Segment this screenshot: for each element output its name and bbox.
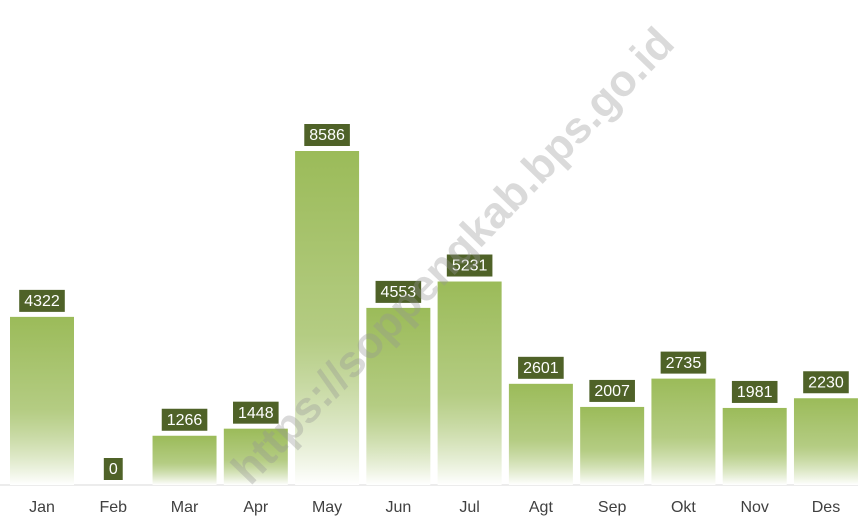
value-label: 5231 <box>452 258 488 275</box>
x-tick-label: Sep <box>598 499 627 516</box>
x-tick-label: Feb <box>99 499 127 516</box>
x-tick-label: Mar <box>171 499 199 516</box>
x-tick-label: Des <box>812 499 840 516</box>
x-tick-label: May <box>312 499 342 516</box>
value-label: 4322 <box>24 293 60 310</box>
value-label: 2601 <box>523 360 559 377</box>
bar <box>10 316 74 485</box>
bar <box>580 406 645 485</box>
value-label-bg <box>103 458 123 480</box>
x-tick-label: Okt <box>671 499 696 516</box>
bar <box>223 428 288 485</box>
value-label-bg <box>375 280 422 303</box>
x-tick-label: Jun <box>385 499 411 516</box>
value-label-bg <box>660 351 707 374</box>
value-label-bg <box>233 401 279 424</box>
x-tick-label: Apr <box>243 499 269 516</box>
x-tick-label: Nov <box>740 499 768 516</box>
value-label-bg <box>731 380 778 403</box>
value-label: 8586 <box>309 127 345 144</box>
bar <box>508 383 573 485</box>
x-tick-label: Agt <box>529 499 554 516</box>
value-label: 2735 <box>666 355 702 372</box>
bar <box>651 378 716 485</box>
value-label: 1266 <box>167 412 203 429</box>
x-tick-label: Jan <box>29 499 55 516</box>
value-label: 0 <box>109 461 118 478</box>
value-label: 1448 <box>238 405 274 422</box>
bar <box>366 307 431 485</box>
bar <box>437 281 502 485</box>
value-label: 1981 <box>737 384 773 401</box>
value-label: 2230 <box>808 374 844 391</box>
x-tick-label: Jul <box>459 499 479 516</box>
bar <box>793 398 858 485</box>
value-label-bg <box>19 289 65 312</box>
value-label-bg <box>518 356 564 379</box>
value-label: 4553 <box>381 284 417 301</box>
bar <box>722 407 787 485</box>
value-label-bg <box>803 371 849 394</box>
value-label-bg <box>304 124 350 147</box>
bar <box>152 435 217 485</box>
value-label-bg <box>446 254 493 277</box>
value-label: 2007 <box>594 383 630 400</box>
value-label-bg <box>161 408 208 431</box>
value-label-bg <box>589 379 635 402</box>
bar <box>295 151 360 486</box>
